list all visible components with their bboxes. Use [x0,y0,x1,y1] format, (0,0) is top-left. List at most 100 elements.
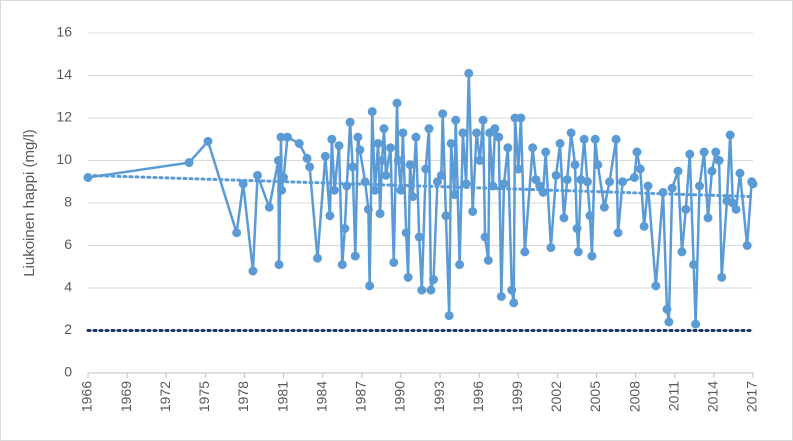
data-point [441,211,451,221]
data-point [320,151,330,161]
data-point [370,185,380,195]
data-point [327,134,337,144]
x-tick-label: 2005 [587,381,603,412]
data-point [302,153,312,163]
data-point [731,204,741,214]
y-tick-label: 4 [64,279,72,295]
x-tick-label: 1984 [313,381,329,412]
data-point [551,170,561,180]
x-tick-label: 1999 [509,381,525,412]
data-point [365,281,375,291]
data-point [507,285,517,295]
data-point [444,311,454,321]
y-tick-label: 2 [64,321,72,337]
data-point [673,166,683,176]
data-line [86,173,755,199]
data-point [483,255,493,265]
data-point [664,317,674,327]
data-point [408,192,418,202]
y-tick-label: 6 [64,236,72,252]
data-point [451,115,461,125]
data-point [509,298,519,308]
x-tick-label: 1987 [353,381,369,412]
data-point [618,177,628,187]
data-point [593,160,603,170]
data-point [414,232,424,242]
data-point [573,247,583,257]
data-point [393,156,403,165]
data-point [248,266,258,276]
data-point [276,132,286,142]
y-tick-label: 10 [56,151,72,167]
data-point [585,211,595,221]
data-point [503,143,513,153]
data-point [555,139,565,148]
data-point [294,139,304,148]
data-point [377,156,387,165]
data-point [570,160,580,170]
data-point [520,247,530,257]
x-tick-label: 1981 [274,381,290,412]
data-point [421,164,431,174]
data-point [273,156,283,165]
y-tick-label: 8 [64,194,72,210]
data-point [651,281,661,291]
data-point [353,132,363,142]
data-point [541,147,551,157]
data-point [386,143,396,153]
data-point [478,115,488,125]
data-point [283,132,292,142]
data-point [475,156,485,165]
data-point [496,292,506,301]
data-point [436,170,446,180]
data-point [689,260,699,270]
data-point [516,113,526,123]
data-point [392,98,402,108]
data-point [184,158,194,168]
data-point [605,177,615,187]
data-point [253,170,263,180]
data-point [587,251,597,261]
data-point [375,209,385,219]
data-point [528,143,538,153]
data-point [389,258,399,267]
x-tick-label: 1966 [79,381,95,412]
data-point [403,272,413,282]
data-point [566,128,576,138]
data-point [742,241,752,250]
x-tick-label: 2011 [665,381,681,411]
data-point [381,170,391,180]
data-point [334,141,344,151]
x-tick-label: 1969 [118,381,134,412]
data-point [582,177,592,187]
data-point [499,179,509,189]
data-point [562,175,572,185]
data-point [329,185,339,195]
data-point [513,164,523,174]
y-tick-label: 14 [56,66,72,82]
data-point [494,132,504,142]
data-point [711,147,721,157]
data-point [274,260,284,270]
data-point [717,272,727,282]
data-point [264,202,274,212]
data-point [681,204,691,214]
data-point [373,139,383,148]
y-tick-label: 12 [56,109,72,125]
data-point [405,160,415,170]
data-point [599,202,609,212]
data-point [345,117,355,127]
data-point [707,166,717,176]
data-point [355,145,365,155]
data-point [348,162,358,172]
data-point [277,185,287,195]
x-tick-label: 1972 [157,381,173,412]
data-point [461,179,471,189]
x-tick-label: 2008 [626,381,642,412]
data-point [350,251,360,261]
data-point [685,149,695,159]
data-point [472,128,482,138]
data-point [458,128,468,138]
data-point [546,243,556,253]
data-point [480,232,490,242]
